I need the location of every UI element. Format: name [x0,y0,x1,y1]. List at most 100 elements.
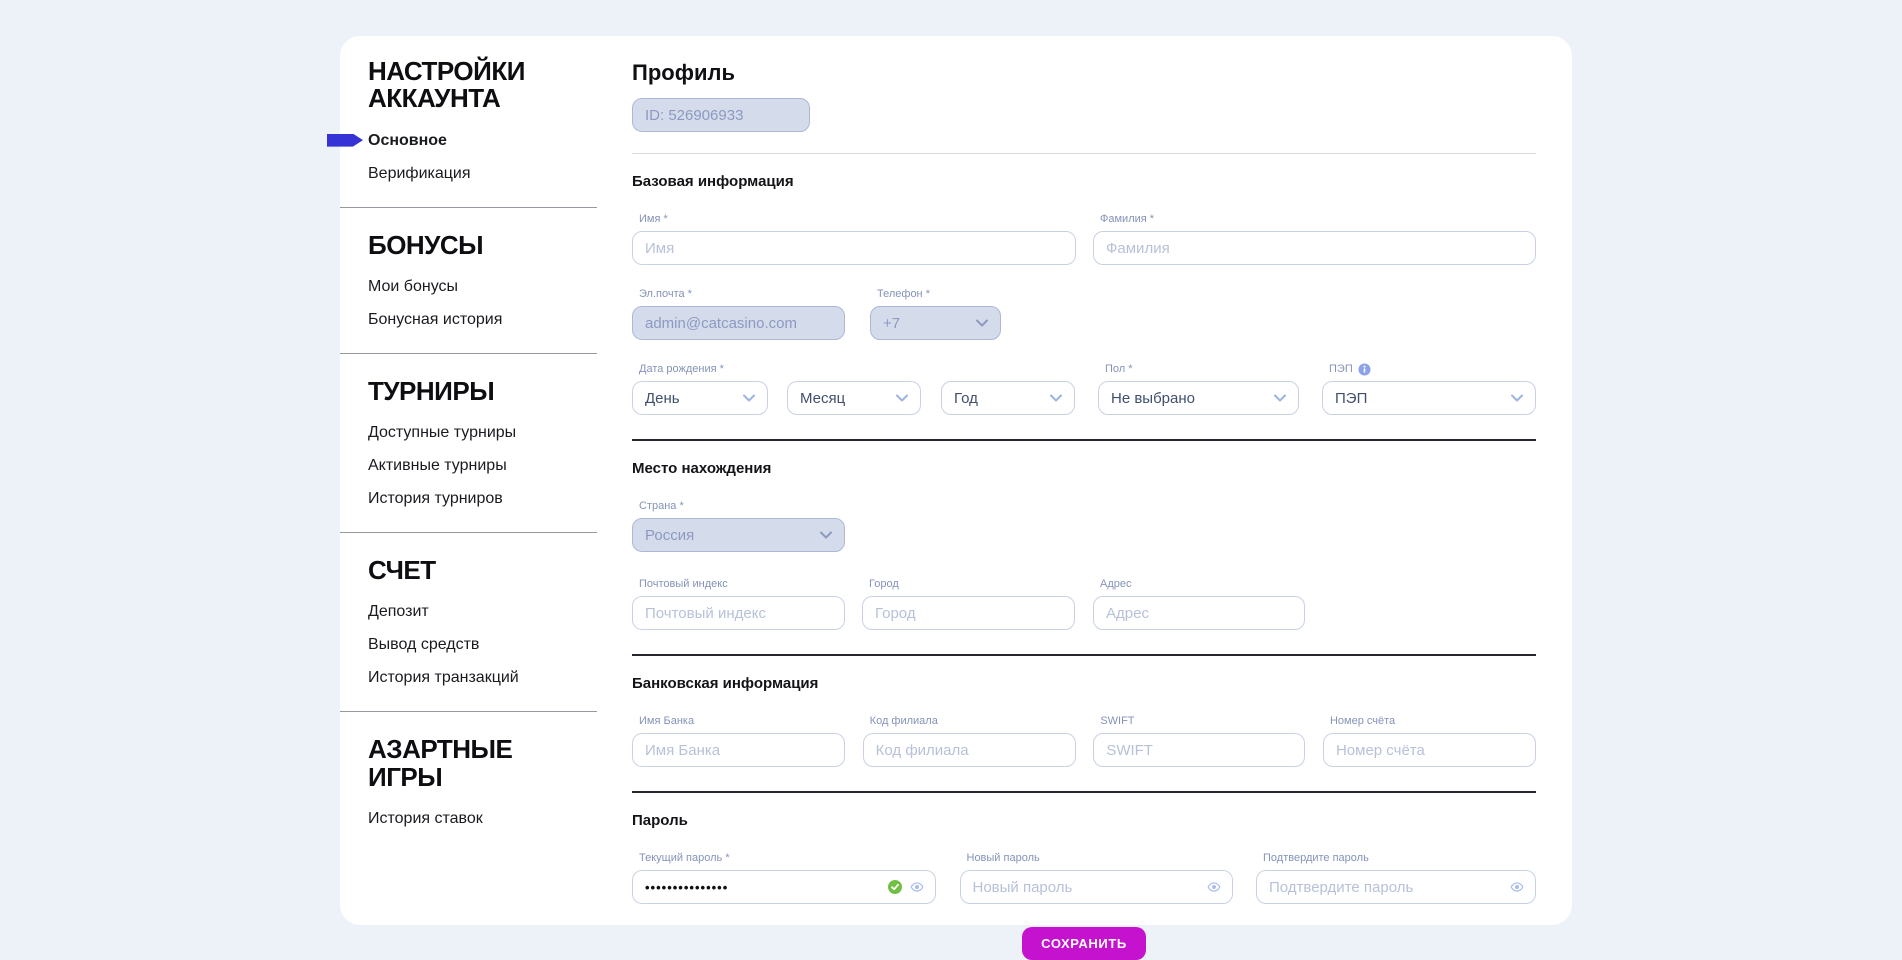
sidebar-section-title-bonuses: БОНУСЫ [368,229,484,260]
bank-name-input[interactable] [632,733,845,767]
birth-month-select[interactable]: Месяц [787,381,921,415]
confirm-password-label: Подтвердите пароль [1263,852,1369,864]
sidebar-item-label: История турниров [368,490,503,508]
new-password-label: Новый пароль [966,852,1040,864]
chevron-down-icon [820,531,832,539]
sidebar-item-label: Верификация [368,164,471,182]
save-button[interactable]: СОХРАНИТЬ [1022,927,1146,960]
page-title: Профиль [632,60,735,85]
sidebar-item-available-tournaments[interactable]: Доступные турниры [368,423,597,442]
gender-select[interactable]: Не выбрано [1098,381,1299,415]
section-title-basic-info: Базовая информация [632,173,794,190]
sidebar-item-main[interactable]: Основное [327,131,597,150]
birth-month-value: Месяц [800,389,846,407]
sidebar-item-label: Основное [368,131,447,149]
first-name-label: Имя * [639,213,668,225]
eye-icon[interactable] [909,880,925,894]
phone-code-value: +7 [883,314,901,332]
sidebar-item-bet-history[interactable]: История ставок [368,809,597,828]
pep-label-text: ПЭП [1329,363,1353,375]
info-icon[interactable] [1358,362,1371,376]
country-label: Страна * [639,500,684,512]
last-name-label: Фамилия * [1100,213,1155,225]
section-divider [632,439,1536,441]
sidebar-item-my-bonuses[interactable]: Мои бонусы [368,277,597,296]
birth-day-value: День [645,389,680,407]
city-label: Город [869,578,899,590]
section-divider [632,654,1536,656]
current-password-label: Текущий пароль * [639,852,730,864]
last-name-input[interactable] [1093,231,1536,265]
country-select: Россия [632,518,845,552]
city-input[interactable] [862,596,1075,630]
bank-name-label: Имя Банка [639,715,695,727]
phone-label: Телефон * [877,288,930,300]
chevron-down-icon [896,394,908,402]
player-id-field [632,98,810,132]
email-input [632,306,845,340]
eye-icon[interactable] [1206,880,1222,894]
phone-code-select: +7 [870,306,1001,340]
label-spacer [794,362,921,376]
sidebar-item-label: Депозит [368,603,429,621]
content-divider [632,153,1536,154]
chevron-down-icon [743,394,755,402]
chevron-down-icon [1050,394,1062,402]
profile-content: Профиль Базовая информация Имя * Фамилия… [597,36,1572,960]
sidebar-divider [340,352,597,354]
sidebar-section-title-account-settings: НАСТРОЙКИ АККАУНТА [368,56,525,114]
sidebar-item-tournament-history[interactable]: История турниров [368,489,597,508]
chevron-down-icon [1274,394,1286,402]
eye-icon[interactable] [1509,880,1525,894]
sidebar-section-title-tournaments: ТУРНИРЫ [368,375,495,406]
country-value: Россия [645,526,695,544]
account-number-label: Номер счёта [1329,715,1396,727]
pep-value: ПЭП [1335,389,1368,407]
branch-code-label: Код филиала [869,715,938,727]
sidebar-item-transaction-history[interactable]: История транзакций [368,668,597,687]
sidebar-item-label: Доступные турниры [368,424,517,442]
sidebar-item-label: История ставок [368,810,483,828]
sidebar-section-title-account: СЧЕТ [368,555,436,586]
first-name-input[interactable] [632,231,1076,265]
address-input[interactable] [1093,596,1305,630]
postal-code-label: Почтовый индекс [639,578,728,590]
swift-label: SWIFT [1100,715,1135,727]
label-spacer [948,362,1075,376]
sidebar-item-withdrawal[interactable]: Вывод средств [368,635,597,654]
pep-label: ПЭП [1329,362,1536,376]
confirm-password-input[interactable] [1256,870,1536,904]
birth-year-select[interactable]: Год [941,381,1075,415]
sidebar-item-label: Активные турниры [368,457,507,475]
account-number-input[interactable] [1322,733,1536,767]
sidebar-item-active-tournaments[interactable]: Активные турниры [368,456,597,475]
sidebar-section-title-gambling: АЗАРТНЫЕ ИГРЫ [368,734,513,792]
birth-day-select[interactable]: День [632,381,768,415]
birth-year-value: Год [954,389,978,407]
gender-value: Не выбрано [1111,389,1195,407]
sidebar-item-verification[interactable]: Верификация [368,164,597,183]
sidebar: НАСТРОЙКИ АККАУНТА Основное Верификация … [327,36,597,925]
sidebar-divider [340,532,597,534]
current-password-input[interactable] [632,870,936,904]
pep-select[interactable]: ПЭП [1322,381,1536,415]
address-label: Адрес [1100,578,1132,590]
email-label: Эл.почта * [639,288,692,300]
sidebar-item-deposit[interactable]: Депозит [368,602,597,621]
swift-input[interactable] [1093,733,1306,767]
sidebar-item-label: История транзакций [368,669,519,687]
new-password-input[interactable] [959,870,1233,904]
sidebar-item-bonus-history[interactable]: Бонусная история [368,310,597,329]
birth-date-label: Дата рождения * [639,363,724,375]
sidebar-item-label: Бонусная история [368,310,503,328]
branch-code-input[interactable] [862,733,1076,767]
section-divider [632,791,1536,793]
sidebar-divider [340,206,597,208]
section-title-location: Место нахождения [632,460,772,477]
sidebar-item-label: Мои бонусы [368,277,459,295]
postal-code-input[interactable] [632,596,845,630]
gender-label: Пол * [1105,363,1133,375]
section-title-bank-info: Банковская информация [632,675,819,692]
check-icon [888,880,902,894]
account-settings-card: НАСТРОЙКИ АККАУНТА Основное Верификация … [327,36,1572,960]
